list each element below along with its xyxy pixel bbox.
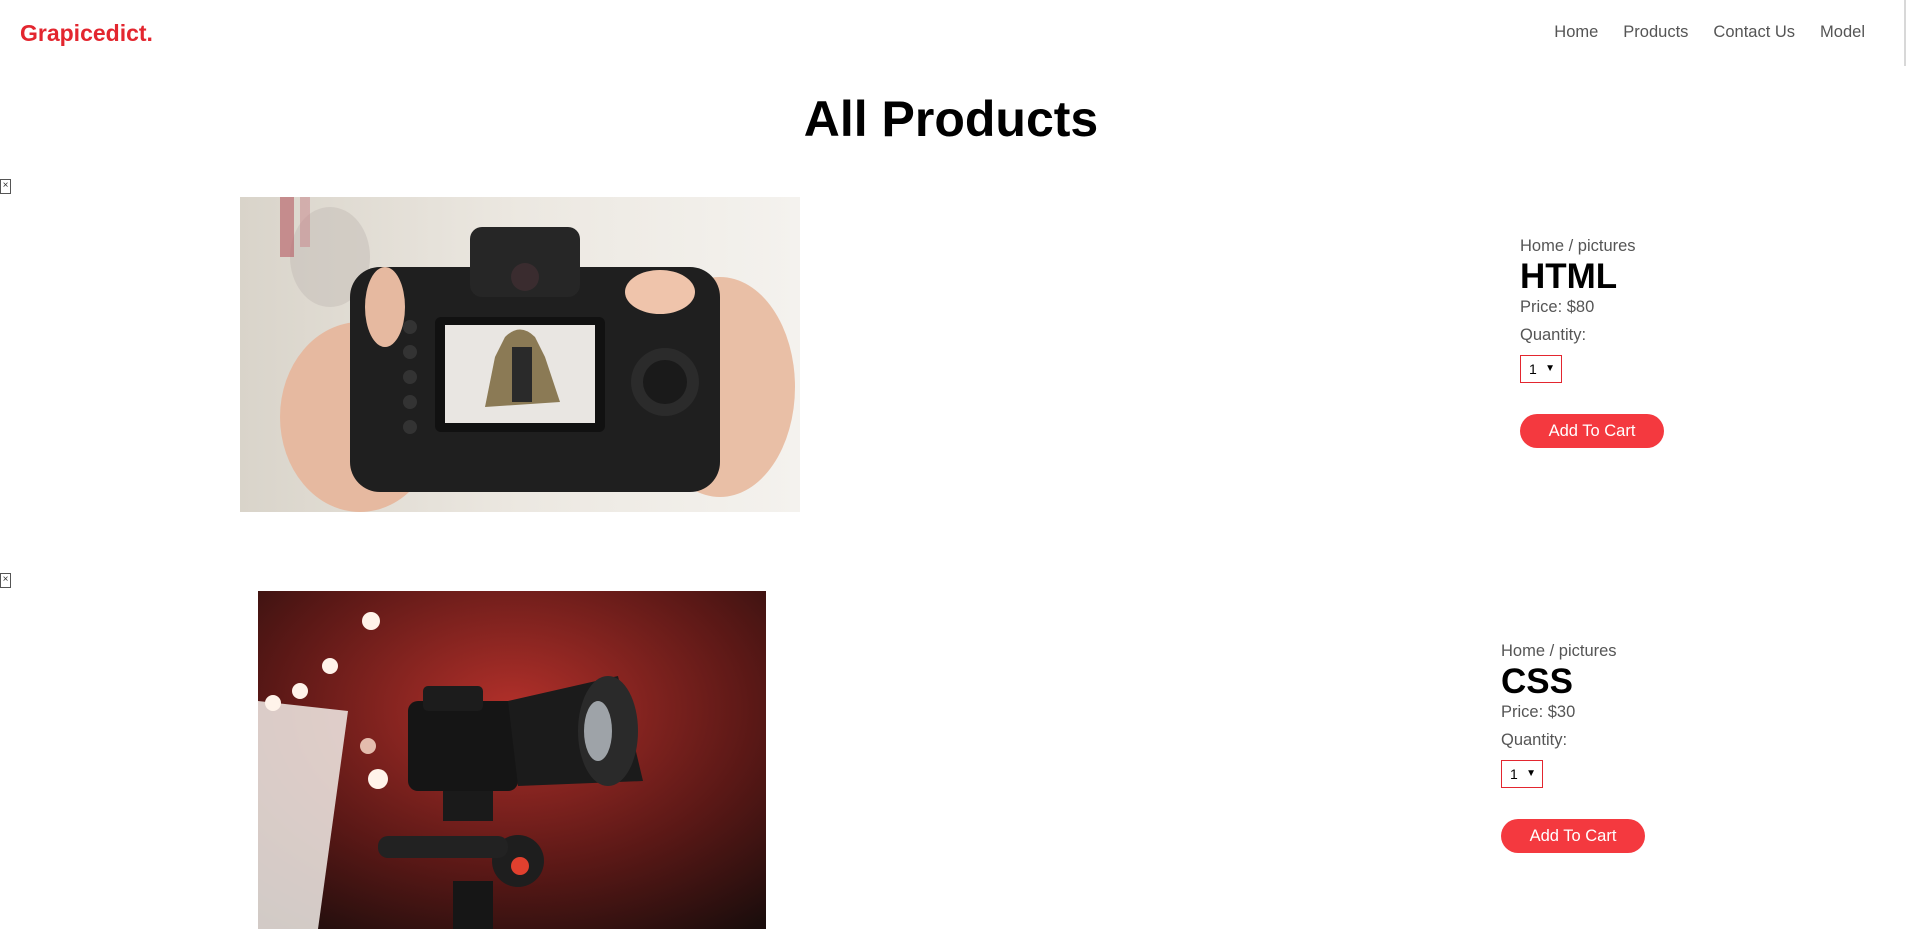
- add-to-cart-button[interactable]: Add To Cart: [1520, 414, 1664, 448]
- close-icon[interactable]: ×: [0, 573, 11, 588]
- nav-home[interactable]: Home: [1554, 23, 1599, 41]
- nav-contact-us[interactable]: Contact Us: [1713, 23, 1796, 41]
- product-price: Price: $30: [1501, 703, 1576, 721]
- nav-model[interactable]: Model: [1820, 23, 1865, 41]
- product-price: Price: $80: [1520, 298, 1595, 316]
- quantity-select[interactable]: 1 ▼: [1501, 760, 1543, 788]
- product-details: Home / pictures CSS Price: $30 Quantity:…: [1501, 642, 1721, 853]
- breadcrumb[interactable]: Home / pictures: [1501, 642, 1617, 660]
- close-icon[interactable]: ×: [0, 179, 11, 194]
- quantity-label: Quantity:: [1520, 326, 1587, 344]
- chevron-down-icon: ▼: [1526, 768, 1536, 779]
- main-nav: Home Products Contact Us Model: [1529, 23, 1865, 42]
- quantity-label: Quantity:: [1501, 731, 1568, 749]
- product-name: CSS: [1501, 662, 1573, 701]
- product-image: [240, 197, 800, 512]
- product-name: HTML: [1520, 257, 1618, 296]
- site-header: Grapicedict. Home Products Contact Us Mo…: [0, 0, 1906, 66]
- product-details: Home / pictures HTML Price: $80 Quantity…: [1520, 237, 1740, 448]
- quantity-value: 1: [1510, 766, 1518, 782]
- quantity-value: 1: [1529, 361, 1537, 377]
- product-image: [258, 591, 766, 929]
- site-logo[interactable]: Grapicedict.: [20, 20, 153, 46]
- breadcrumb[interactable]: Home / pictures: [1520, 237, 1636, 255]
- chevron-down-icon: ▼: [1545, 363, 1555, 374]
- nav-products[interactable]: Products: [1623, 23, 1689, 41]
- add-to-cart-button[interactable]: Add To Cart: [1501, 819, 1645, 853]
- page-title: All Products: [803, 91, 1099, 147]
- scrollbar[interactable]: [1904, 0, 1906, 66]
- quantity-select[interactable]: 1 ▼: [1520, 355, 1562, 383]
